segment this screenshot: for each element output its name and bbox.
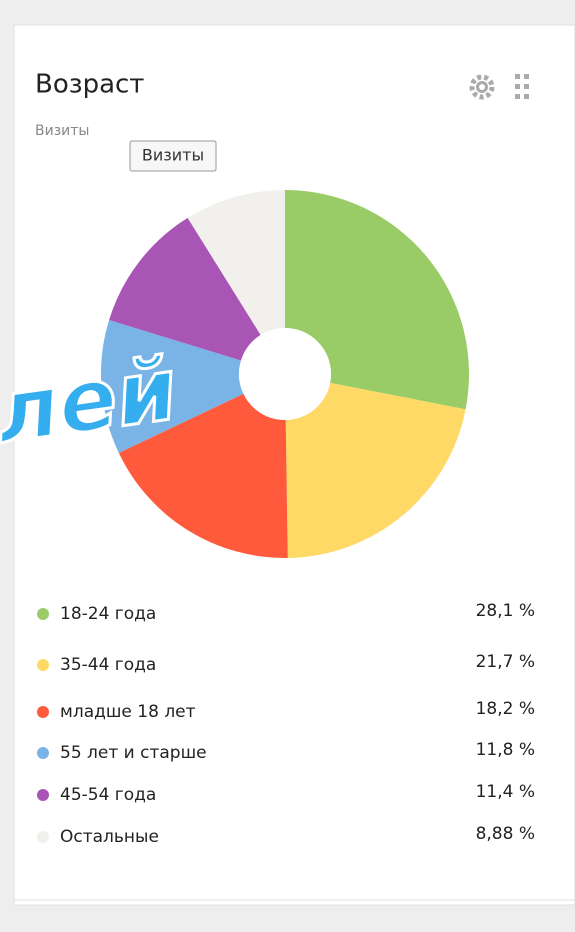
legend-label: 35-44 года [60, 655, 156, 675]
legend-label: 55 лет и старше [60, 743, 207, 763]
legend-label: Остальные [60, 827, 159, 847]
slice [118, 393, 288, 558]
legend-dot [37, 789, 49, 801]
legend: 18-24 года 28,1 % 35-44 года 21,7 % младше 1… [37, 601, 535, 847]
hole [239, 328, 331, 420]
value-label: 8,88 % [476, 824, 535, 844]
legend-dot [37, 659, 49, 671]
title: Возраст [35, 70, 144, 100]
value-label: 11,4 % [476, 782, 535, 802]
tooltip-box [129, 140, 217, 172]
slice [285, 382, 466, 558]
legend-label: 45-54 года [60, 785, 156, 805]
legend-label: младше 18 лет [60, 702, 196, 722]
slice [285, 190, 470, 410]
value-label: 18,2 % [476, 699, 535, 719]
legend-dot [37, 747, 49, 759]
tooltip: Визиты [142, 146, 204, 165]
legend-dot [37, 831, 49, 843]
legend-dot [37, 706, 49, 718]
slice [101, 320, 244, 453]
value-label: 11,8 % [476, 740, 535, 760]
value-label: 28,1 % [476, 601, 535, 621]
pie [101, 190, 470, 558]
value-label: 21,7 % [476, 652, 535, 672]
slice [109, 217, 261, 361]
legend-dot [37, 608, 49, 620]
settings-icon[interactable] [469, 74, 495, 100]
subtitle: Визиты [35, 123, 89, 139]
drag-icon[interactable] [515, 74, 529, 99]
legend-label: 18-24 года [60, 604, 156, 624]
slice [187, 190, 285, 335]
